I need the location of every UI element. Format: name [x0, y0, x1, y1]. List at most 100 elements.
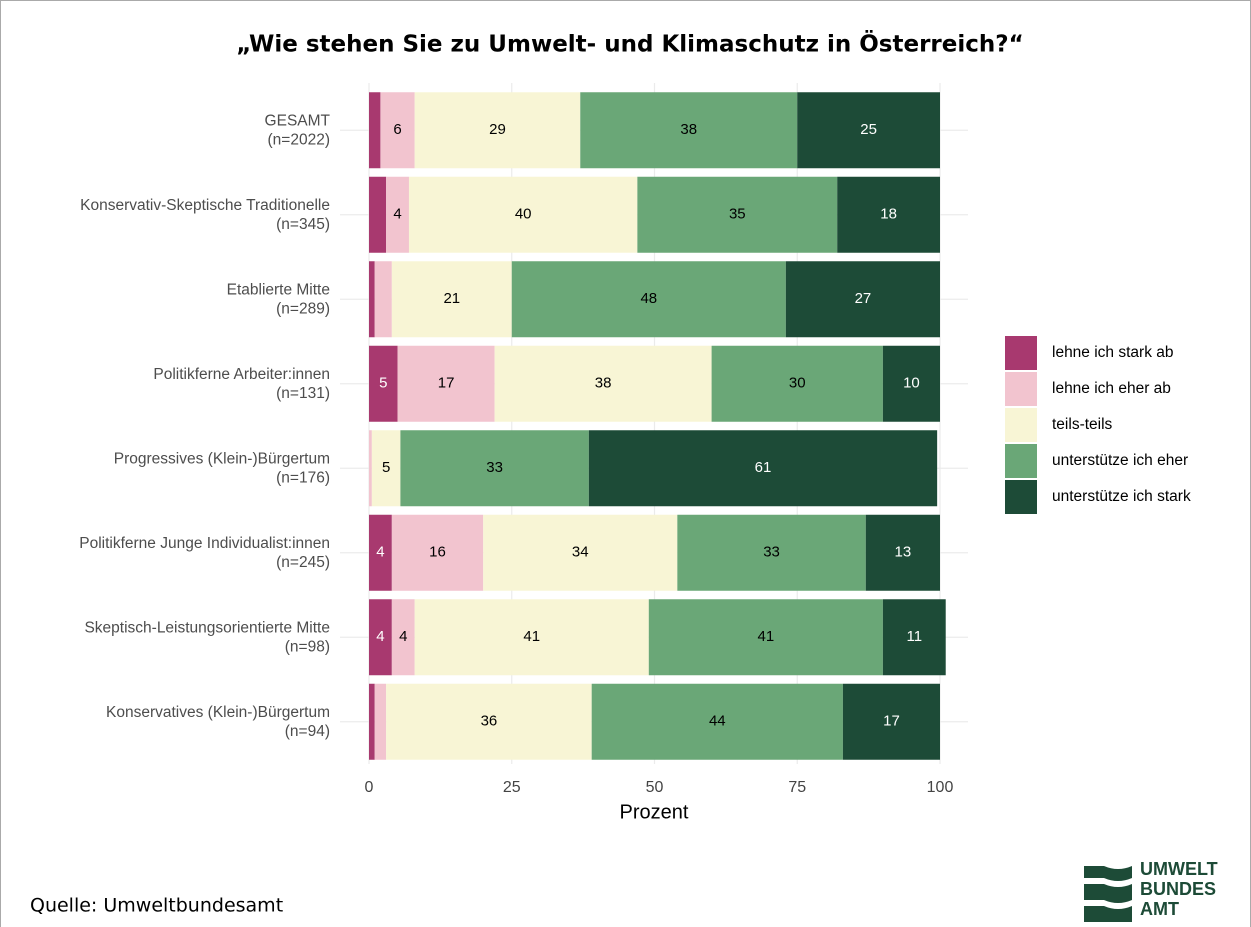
data-label: 27: [855, 290, 872, 307]
bar-segment: [511, 261, 786, 338]
bar-segment: [380, 92, 415, 169]
bar-segment: [391, 599, 415, 676]
data-label: 48: [640, 290, 657, 307]
legend-label: teils-teils: [1052, 416, 1113, 433]
data-label: 38: [680, 121, 697, 138]
bar-segment: [842, 683, 940, 760]
logo-text: BUNDES: [1140, 879, 1216, 899]
data-label: 35: [729, 206, 746, 223]
bar-segment: [369, 92, 381, 169]
bar-segment: [369, 430, 372, 507]
bar-segment: [369, 514, 392, 591]
y-tick-label: Etablierte Mitte: [227, 281, 330, 298]
data-label: 17: [438, 375, 455, 392]
bar-segment: [637, 176, 838, 253]
data-label: 38: [595, 375, 612, 392]
logo-shape: [1084, 884, 1132, 903]
bar-segment: [391, 514, 484, 591]
bar-segment: [400, 430, 589, 507]
data-label: 4: [399, 628, 407, 645]
x-tick-label: 50: [646, 779, 664, 796]
y-tick-label: Konservatives (Klein-)Bürgertum: [106, 704, 330, 721]
bar-segment: [369, 261, 375, 338]
data-label: 44: [709, 713, 726, 730]
legend-label: unterstütze ich stark: [1052, 488, 1191, 505]
bar-segment: [882, 599, 946, 676]
data-label: 29: [489, 121, 506, 138]
logo-text: AMT: [1140, 899, 1179, 919]
bar-segment: [397, 345, 495, 422]
data-label: 40: [515, 206, 532, 223]
data-label: 21: [443, 290, 460, 307]
source: Quelle: Umweltbundesamt: [30, 895, 283, 917]
data-label: 61: [755, 459, 772, 476]
data-label: 6: [393, 121, 401, 138]
bar-segment: [414, 599, 649, 676]
legend-label: unterstütze ich eher: [1052, 452, 1188, 469]
y-tick-sublabel: (n=94): [285, 723, 330, 740]
data-label: 30: [789, 375, 806, 392]
legend-swatch: [1005, 336, 1037, 370]
bar-segment: [391, 261, 512, 338]
x-tick-label: 0: [365, 779, 374, 796]
y-tick-sublabel: (n=289): [276, 300, 330, 317]
data-label: 25: [860, 121, 877, 138]
y-tick-label: GESAMT: [265, 112, 331, 129]
y-tick-sublabel: (n=2022): [268, 131, 330, 148]
bar-segment: [386, 683, 592, 760]
data-label: 16: [429, 544, 446, 561]
logo-shape: [1084, 906, 1132, 922]
x-tick-label: 75: [788, 779, 806, 796]
bar-segment: [374, 683, 387, 760]
bar-segment: [369, 599, 392, 676]
bar-segment: [588, 430, 938, 507]
legend-label: lehne ich eher ab: [1052, 380, 1171, 397]
legend-label: lehne ich stark ab: [1052, 344, 1174, 361]
data-label: 33: [486, 459, 503, 476]
legend-swatch: [1005, 444, 1037, 478]
y-tick-sublabel: (n=131): [276, 385, 330, 402]
y-tick-label: Politikferne Arbeiter:innen: [153, 366, 330, 383]
bar-segment: [369, 683, 375, 760]
bar-segment: [374, 261, 392, 338]
data-label: 13: [895, 544, 912, 561]
legend-swatch: [1005, 408, 1037, 442]
y-tick-label: Politikferne Junge Individualist:innen: [79, 535, 330, 552]
bar-segment: [797, 92, 940, 169]
legend-swatch: [1005, 372, 1037, 406]
bar-segment: [414, 92, 581, 169]
data-label: 5: [382, 459, 390, 476]
data-label: 4: [376, 544, 384, 561]
logo-text: UMWELT: [1140, 859, 1218, 879]
y-tick-sublabel: (n=345): [276, 216, 330, 233]
bar-segment: [386, 176, 409, 253]
y-tick-sublabel: (n=176): [276, 469, 330, 486]
bar-segment: [837, 176, 940, 253]
bar-segment: [882, 345, 940, 422]
bar-segment: [483, 514, 678, 591]
data-label: 4: [376, 628, 384, 645]
bar-segment: [369, 176, 387, 253]
bar-segment: [591, 683, 843, 760]
bar-segment: [369, 345, 398, 422]
data-label: 41: [758, 628, 775, 645]
y-tick-sublabel: (n=98): [285, 638, 330, 655]
data-label: 4: [393, 206, 401, 223]
chart-title: „Wie stehen Sie zu Umwelt- und Klimaschu…: [236, 30, 1023, 58]
x-axis-title: Prozent: [620, 801, 689, 823]
bar-segment: [711, 345, 883, 422]
y-tick-label: Konservativ-Skeptische Traditionelle: [80, 197, 330, 214]
bar-segment: [648, 599, 883, 676]
bar-segment: [371, 430, 401, 507]
data-label: 5: [379, 375, 387, 392]
data-label: 36: [481, 713, 498, 730]
data-label: 18: [880, 206, 897, 223]
y-tick-sublabel: (n=245): [276, 554, 330, 571]
data-label: 10: [903, 375, 920, 392]
bar-segment: [865, 514, 940, 591]
x-tick-label: 100: [927, 779, 954, 796]
data-label: 34: [572, 544, 589, 561]
bar-segment: [580, 92, 798, 169]
bar-segment: [494, 345, 712, 422]
